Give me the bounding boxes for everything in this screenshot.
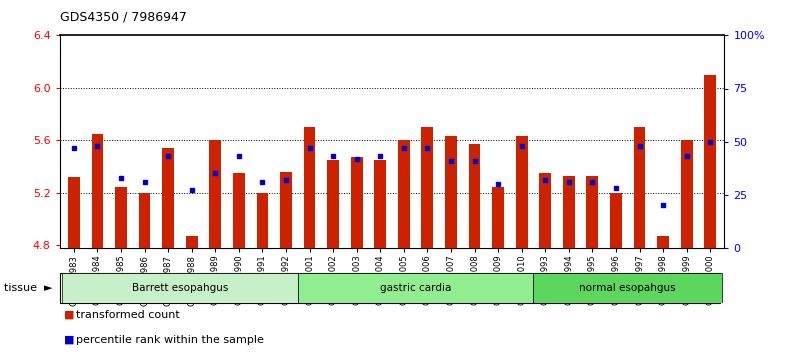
Bar: [469, 144, 481, 248]
Text: transformed count: transformed count: [76, 310, 179, 320]
Bar: [256, 193, 268, 248]
Bar: [139, 193, 150, 248]
Bar: [280, 172, 292, 248]
Text: tissue  ►: tissue ►: [4, 282, 53, 293]
Bar: [62, 273, 298, 303]
Text: GDS4350 / 7986947: GDS4350 / 7986947: [60, 11, 186, 24]
Text: ■: ■: [64, 310, 74, 320]
Bar: [162, 148, 174, 248]
Bar: [233, 173, 244, 248]
Bar: [516, 136, 528, 248]
Bar: [327, 160, 339, 248]
Bar: [492, 188, 504, 248]
Bar: [540, 173, 551, 248]
Bar: [587, 176, 599, 248]
Text: percentile rank within the sample: percentile rank within the sample: [76, 335, 263, 345]
Bar: [704, 75, 716, 248]
Bar: [610, 193, 622, 248]
Text: gastric cardia: gastric cardia: [380, 282, 451, 293]
Bar: [634, 127, 646, 248]
Text: Barrett esopahgus: Barrett esopahgus: [131, 282, 228, 293]
Bar: [92, 134, 103, 248]
Bar: [681, 140, 693, 248]
Bar: [445, 136, 457, 248]
Bar: [563, 176, 575, 248]
Bar: [422, 127, 433, 248]
Bar: [298, 273, 533, 303]
Bar: [657, 236, 669, 248]
Bar: [351, 157, 362, 248]
Text: normal esopahgus: normal esopahgus: [579, 282, 676, 293]
Bar: [398, 140, 410, 248]
Bar: [185, 236, 197, 248]
Bar: [115, 188, 127, 248]
Bar: [209, 140, 221, 248]
Text: ■: ■: [64, 335, 74, 345]
Bar: [303, 127, 315, 248]
Bar: [68, 177, 80, 248]
Bar: [533, 273, 722, 303]
Bar: [374, 160, 386, 248]
